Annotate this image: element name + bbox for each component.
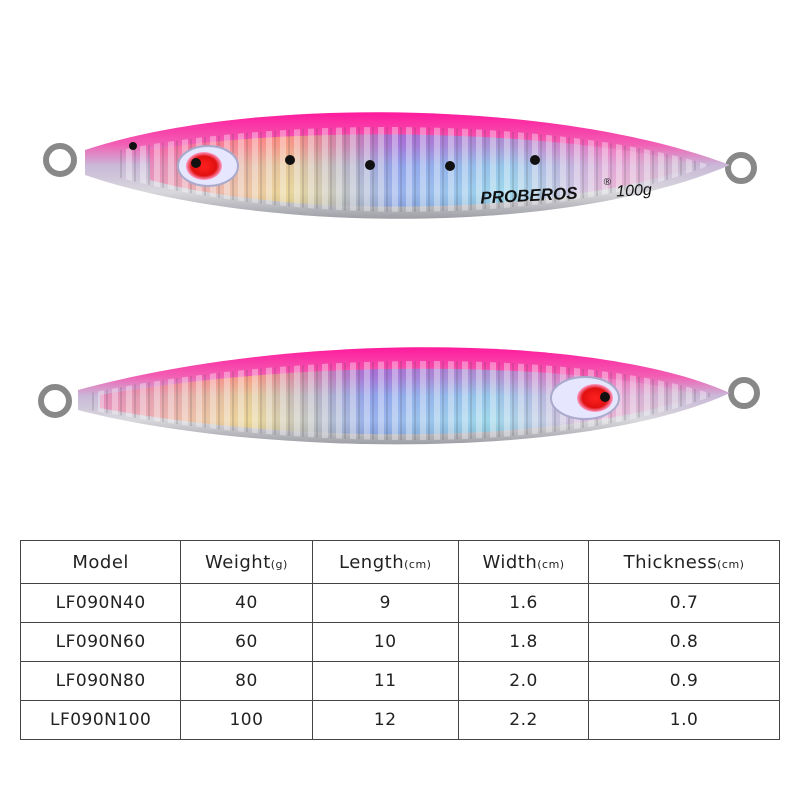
header-label: Width xyxy=(482,551,538,573)
header-cell: Length(cm) xyxy=(311,540,459,584)
header-cell: Width(cm) xyxy=(457,540,590,584)
lures: PROBEROS ® 100g xyxy=(38,112,760,445)
lure-weight: 100g xyxy=(616,182,653,201)
header-unit: (g) xyxy=(270,557,288,571)
table-cell: 1.0 xyxy=(588,700,780,740)
lure-bottom xyxy=(38,347,760,445)
header-cell: Thickness(cm) xyxy=(588,540,780,584)
table-cell: 0.7 xyxy=(588,583,780,623)
table-cell: 10 xyxy=(311,622,459,662)
header-label: Weight xyxy=(205,551,271,573)
table-cell: 9 xyxy=(311,583,459,623)
table-cell: 100 xyxy=(180,700,313,740)
table-cell: 1.6 xyxy=(457,583,590,623)
lure-mark: ® xyxy=(603,177,612,188)
table-row: LF090N80 80 11 2.0 0.9 xyxy=(19,661,780,701)
table-row: LF090N40 40 9 1.6 0.7 xyxy=(19,583,780,623)
table-row: LF090N60 60 10 1.8 0.8 xyxy=(19,622,780,662)
header-unit: (cm) xyxy=(404,557,432,571)
header-unit: (cm) xyxy=(717,557,745,571)
table-cell: LF090N40 xyxy=(19,583,182,623)
table-cell: LF090N60 xyxy=(19,622,182,662)
table-cell: 11 xyxy=(311,661,459,701)
table-cell: 0.8 xyxy=(588,622,780,662)
table-cell: LF090N100 xyxy=(19,700,182,740)
table-cell: 60 xyxy=(180,622,313,662)
spec-table: Model Weight(g) Length(cm) Width(cm) Thickne… xyxy=(19,540,780,740)
table-row: LF090N100 100 12 2.2 1.0 xyxy=(19,700,780,740)
table-cell: 2.0 xyxy=(457,661,590,701)
table-cell: 2.2 xyxy=(457,700,590,740)
header-cell: Weight(g) xyxy=(180,540,313,584)
table-cell: 80 xyxy=(180,661,313,701)
table-cell: 40 xyxy=(180,583,313,623)
header-label: Thickness xyxy=(623,551,718,573)
table-cell: 0.9 xyxy=(588,661,780,701)
table-cell: 1.8 xyxy=(457,622,590,662)
header-label: Model xyxy=(72,551,129,573)
table-cell: 12 xyxy=(311,700,459,740)
lure-top: PROBEROS ® 100g xyxy=(43,112,757,219)
table-cell: LF090N80 xyxy=(19,661,182,701)
header-unit: (cm) xyxy=(537,557,565,571)
header-label: Length xyxy=(339,551,405,573)
header-cell: Model xyxy=(19,540,182,584)
